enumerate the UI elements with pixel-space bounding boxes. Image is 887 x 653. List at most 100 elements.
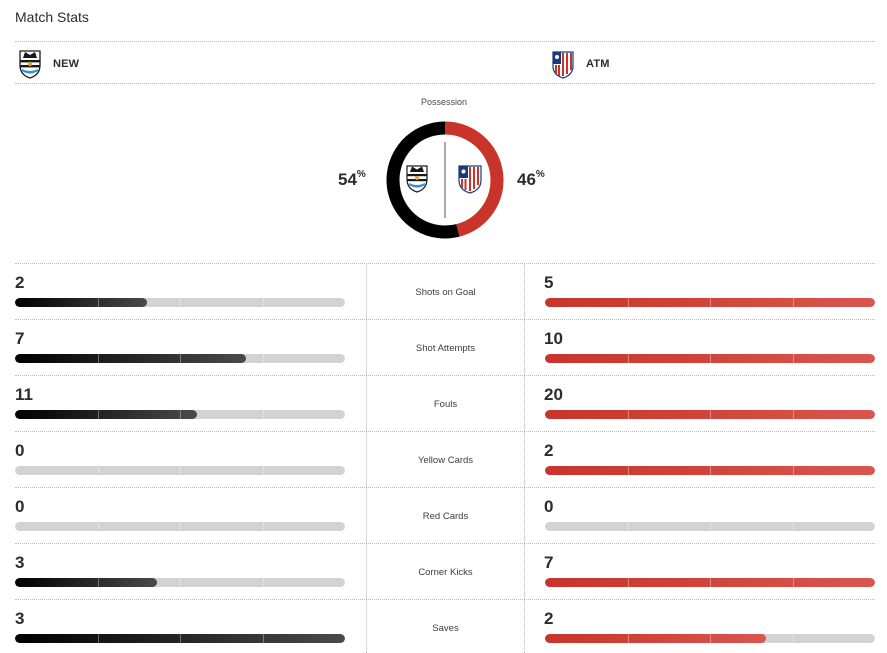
bar-segment-tick bbox=[792, 354, 794, 363]
match-stats-title: Match Stats bbox=[15, 9, 89, 25]
atletico-crest-icon bbox=[458, 165, 482, 194]
bar-segment-tick bbox=[262, 466, 264, 475]
team-away[interactable]: ATM bbox=[548, 48, 610, 80]
bar-segment-tick bbox=[792, 298, 794, 307]
divider bbox=[15, 599, 875, 600]
stat-home-bar bbox=[15, 522, 345, 531]
stat-row: 11 Fouls 20 bbox=[15, 375, 875, 431]
stat-label: Yellow Cards bbox=[417, 455, 474, 466]
stat-home-value: 2 bbox=[15, 273, 25, 292]
possession-away-value: 46% bbox=[517, 169, 545, 189]
possession-label: Possession bbox=[420, 97, 468, 107]
column-divider bbox=[524, 263, 525, 653]
stat-row: 3 Corner Kicks 7 bbox=[15, 543, 875, 599]
possession-away-arc bbox=[386, 121, 504, 239]
stat-away-bar bbox=[545, 298, 875, 307]
bar-segment-tick bbox=[180, 466, 181, 475]
stat-label: Shots on Goal bbox=[415, 287, 476, 298]
stat-away-value: 2 bbox=[544, 609, 554, 628]
stat-row: 2 Shots on Goal 5 bbox=[15, 263, 875, 319]
stat-away-value: 7 bbox=[544, 553, 554, 572]
bar-segment-tick bbox=[627, 522, 629, 531]
bar-segment-tick bbox=[97, 298, 99, 307]
bar-segment-tick bbox=[97, 466, 99, 475]
bar-segment-tick bbox=[710, 522, 711, 531]
bar-segment-tick bbox=[627, 466, 629, 475]
stat-away-bar bbox=[545, 634, 875, 643]
bar-segment-tick bbox=[792, 466, 794, 475]
bar-segment-tick bbox=[262, 578, 264, 587]
stat-home-fill bbox=[15, 578, 157, 587]
bar-segment-tick bbox=[710, 354, 711, 363]
bar-segment-tick bbox=[792, 634, 794, 643]
stat-away-fill bbox=[545, 578, 875, 587]
stat-label: Shot Attempts bbox=[415, 343, 476, 354]
stat-home-bar bbox=[15, 410, 345, 419]
atletico-crest-icon bbox=[548, 49, 578, 79]
bar-segment-tick bbox=[97, 634, 99, 643]
newcastle-crest-icon bbox=[15, 49, 45, 79]
stat-away-bar bbox=[545, 354, 875, 363]
stat-row: 3 Saves 2 bbox=[15, 599, 875, 653]
stat-away-value: 0 bbox=[544, 497, 554, 516]
stat-row: 0 Red Cards 0 bbox=[15, 487, 875, 543]
bar-segment-tick bbox=[710, 634, 711, 643]
possession-donut bbox=[386, 121, 504, 239]
stat-away-fill bbox=[545, 410, 875, 419]
divider bbox=[15, 83, 875, 84]
newcastle-crest-icon bbox=[406, 165, 428, 193]
stat-home-value: 3 bbox=[15, 553, 25, 572]
bar-segment-tick bbox=[97, 410, 99, 419]
stat-home-value: 0 bbox=[15, 441, 25, 460]
divider bbox=[15, 41, 875, 42]
divider bbox=[15, 319, 875, 320]
stat-row: 7 Shot Attempts 10 bbox=[15, 319, 875, 375]
bar-segment-tick bbox=[262, 522, 264, 531]
bar-segment-tick bbox=[180, 634, 181, 643]
stat-away-fill bbox=[545, 466, 875, 475]
bar-segment-tick bbox=[97, 354, 99, 363]
stat-away-value: 2 bbox=[544, 441, 554, 460]
team-home[interactable]: NEW bbox=[15, 48, 79, 80]
stat-home-bar bbox=[15, 298, 345, 307]
bar-segment-tick bbox=[262, 634, 264, 643]
stat-label: Corner Kicks bbox=[418, 567, 473, 578]
bar-segment-tick bbox=[792, 522, 794, 531]
bar-segment-tick bbox=[180, 354, 181, 363]
bar-segment-tick bbox=[792, 578, 794, 587]
stat-home-value: 7 bbox=[15, 329, 25, 348]
divider bbox=[15, 431, 875, 432]
bar-segment-tick bbox=[710, 466, 711, 475]
stat-away-value: 10 bbox=[544, 329, 563, 348]
divider bbox=[15, 543, 875, 544]
stat-away-bar bbox=[545, 522, 875, 531]
bar-segment-tick bbox=[710, 298, 711, 307]
stat-label: Saves bbox=[432, 623, 459, 634]
bar-segment-tick bbox=[627, 410, 629, 419]
bar-segment-tick bbox=[627, 298, 629, 307]
stat-home-bar bbox=[15, 466, 345, 475]
stat-home-fill bbox=[15, 634, 345, 643]
bar-segment-tick bbox=[792, 410, 794, 419]
bar-segment-tick bbox=[180, 522, 181, 531]
team-away-abbr: ATM bbox=[586, 58, 610, 70]
stat-away-value: 20 bbox=[544, 385, 563, 404]
bar-segment-tick bbox=[627, 354, 629, 363]
bar-segment-tick bbox=[627, 634, 629, 643]
stat-home-value: 3 bbox=[15, 609, 25, 628]
stat-away-bar bbox=[545, 410, 875, 419]
stat-home-fill bbox=[15, 298, 147, 307]
divider bbox=[15, 487, 875, 488]
bar-segment-tick bbox=[710, 578, 711, 587]
bar-segment-tick bbox=[97, 522, 99, 531]
stat-away-bar bbox=[545, 466, 875, 475]
stat-home-fill bbox=[15, 354, 246, 363]
possession-home-value: 54% bbox=[338, 169, 366, 189]
team-home-abbr: NEW bbox=[53, 58, 80, 70]
stat-home-fill bbox=[15, 410, 197, 419]
stat-label: Fouls bbox=[433, 399, 458, 410]
stat-home-value: 11 bbox=[15, 385, 33, 404]
stat-row: 0 Yellow Cards 2 bbox=[15, 431, 875, 487]
bar-segment-tick bbox=[262, 298, 264, 307]
bar-segment-tick bbox=[180, 298, 181, 307]
